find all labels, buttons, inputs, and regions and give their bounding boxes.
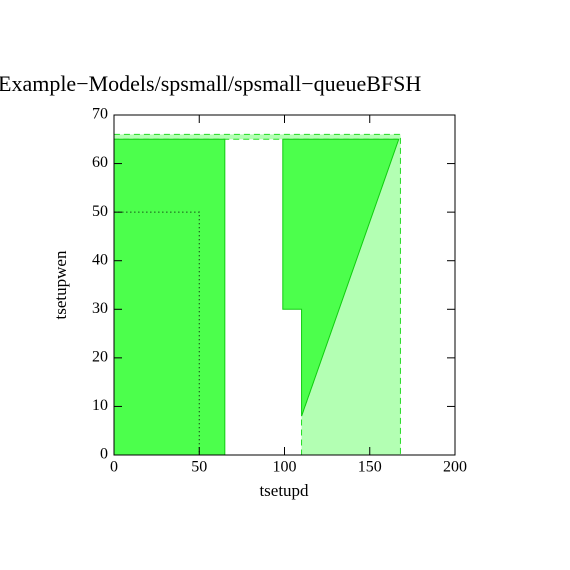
y-tick-label: 40 — [92, 251, 108, 268]
y-tick-label: 60 — [92, 154, 108, 171]
region — [282, 138, 400, 417]
x-tick-label: 50 — [191, 459, 207, 476]
x-tick-label: 0 — [110, 459, 118, 476]
y-tick-label: 20 — [92, 349, 108, 366]
x-axis-label: tsetupd — [259, 481, 309, 500]
x-tick-label: 200 — [443, 459, 467, 476]
chart-title: Example−Models/spsmall/spsmall−queueBFSH — [0, 71, 421, 96]
x-tick-label: 100 — [273, 459, 297, 476]
y-tick-label: 50 — [92, 203, 108, 220]
y-tick-label: 70 — [92, 106, 108, 123]
region — [113, 133, 401, 456]
y-tick-label: 0 — [100, 446, 108, 463]
y-tick-label: 30 — [92, 300, 108, 317]
region — [113, 138, 226, 456]
y-tick-label: 10 — [92, 397, 108, 414]
y-axis-label: tsetupwen — [51, 250, 70, 319]
x-tick-label: 150 — [358, 459, 382, 476]
